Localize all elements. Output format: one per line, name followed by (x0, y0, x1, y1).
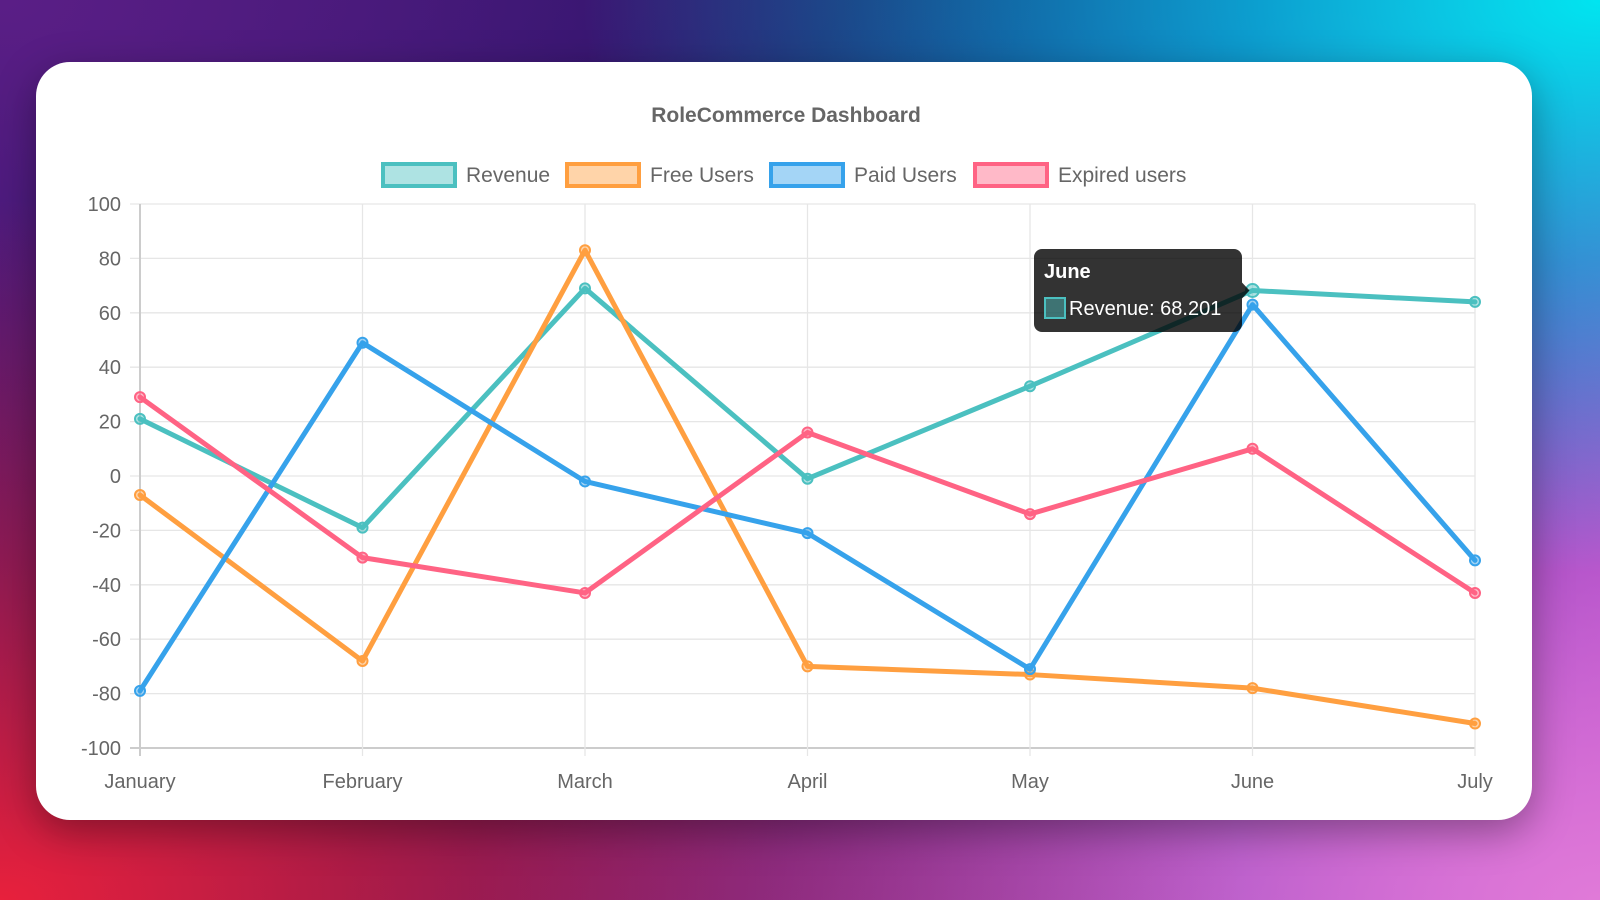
y-tick-label: 20 (99, 412, 121, 434)
y-axis: 100 80 60 40 20 0 -20 -40 -60 -80 -100 (81, 194, 121, 760)
chart-title: RoleCommerce Dashboard (651, 104, 921, 127)
data-point[interactable] (579, 244, 591, 257)
data-point[interactable] (579, 475, 591, 488)
legend-item-expired-users[interactable]: Expired users (973, 162, 1186, 188)
data-point[interactable] (1246, 298, 1259, 311)
tooltip-swatch (1044, 297, 1066, 319)
tooltip-title: June (1044, 261, 1091, 283)
data-point[interactable] (801, 527, 814, 540)
y-tick-label: -80 (92, 684, 121, 706)
x-tick-label: January (104, 771, 175, 793)
data-point[interactable] (134, 412, 146, 425)
data-point[interactable] (801, 472, 814, 485)
legend-swatch (973, 162, 1049, 188)
legend-label: Paid Users (854, 164, 957, 187)
series-expired-users (134, 391, 1481, 599)
data-point[interactable] (356, 336, 369, 349)
series-line (137, 302, 1478, 694)
series-free-users (134, 244, 1481, 730)
data-point[interactable] (1246, 682, 1259, 695)
y-tick-label: -100 (81, 738, 121, 760)
legend-swatch (565, 162, 641, 188)
data-point[interactable] (1246, 442, 1259, 455)
data-point[interactable] (1024, 508, 1036, 521)
legend-item-paid-users[interactable]: Paid Users (769, 162, 957, 188)
chart-series (134, 244, 1481, 730)
data-point[interactable] (579, 586, 591, 599)
y-tick-label: 0 (110, 466, 121, 488)
legend-label: Free Users (650, 164, 754, 187)
data-point[interactable] (356, 551, 369, 564)
x-tick-label: June (1231, 771, 1274, 793)
x-tick-label: March (557, 771, 613, 793)
data-point[interactable] (1024, 380, 1036, 393)
legend-swatch (381, 162, 457, 188)
tooltip-label: Revenue: 68.201 (1069, 298, 1221, 320)
data-point[interactable] (356, 654, 369, 667)
y-tick-label: -60 (92, 629, 121, 651)
chart-tooltip: June Revenue: 68.201 (1034, 249, 1250, 332)
x-tick-label: July (1457, 771, 1493, 793)
y-tick-label: 40 (99, 357, 121, 379)
y-tick-label: 60 (99, 303, 121, 325)
data-point[interactable] (134, 391, 146, 404)
series-line (137, 247, 1478, 727)
data-point[interactable] (1469, 295, 1481, 308)
data-point[interactable] (1469, 554, 1481, 567)
x-tick-label: April (787, 771, 827, 793)
y-tick-label: -20 (92, 520, 121, 542)
series-line (137, 285, 1478, 531)
chart-card: RoleCommerce Dashboard Revenue Free Users… (36, 62, 1532, 820)
series-revenue (134, 282, 1481, 534)
x-axis: January February March April May June July (104, 771, 1492, 793)
data-point[interactable] (1469, 586, 1481, 599)
series-line (137, 394, 1478, 596)
series-paid-users (134, 298, 1481, 697)
legend-item-free-users[interactable]: Free Users (565, 162, 754, 188)
tooltip-box (1034, 249, 1242, 332)
data-point[interactable] (1024, 663, 1036, 676)
data-point[interactable] (801, 660, 814, 673)
data-point[interactable] (134, 684, 146, 697)
y-tick-label: -40 (92, 575, 121, 597)
legend-item-revenue[interactable]: Revenue (381, 162, 550, 188)
x-tick-label: February (322, 771, 402, 793)
data-point[interactable] (134, 489, 146, 502)
x-tick-label: May (1011, 771, 1049, 793)
y-tick-label: 100 (88, 194, 121, 216)
legend-swatch (769, 162, 845, 188)
data-point[interactable] (801, 426, 814, 439)
data-point[interactable] (1469, 717, 1481, 730)
data-point[interactable] (356, 521, 369, 534)
y-tick-label: 80 (99, 248, 121, 270)
line-chart[interactable]: RoleCommerce Dashboard Revenue Free Users… (36, 62, 1532, 820)
tooltip-caret (1242, 282, 1250, 299)
legend-label: Revenue (466, 164, 550, 187)
data-point[interactable] (579, 282, 591, 295)
legend-label: Expired users (1058, 164, 1186, 187)
chart-legend: Revenue Free Users Paid Users Expired users (381, 162, 1186, 188)
